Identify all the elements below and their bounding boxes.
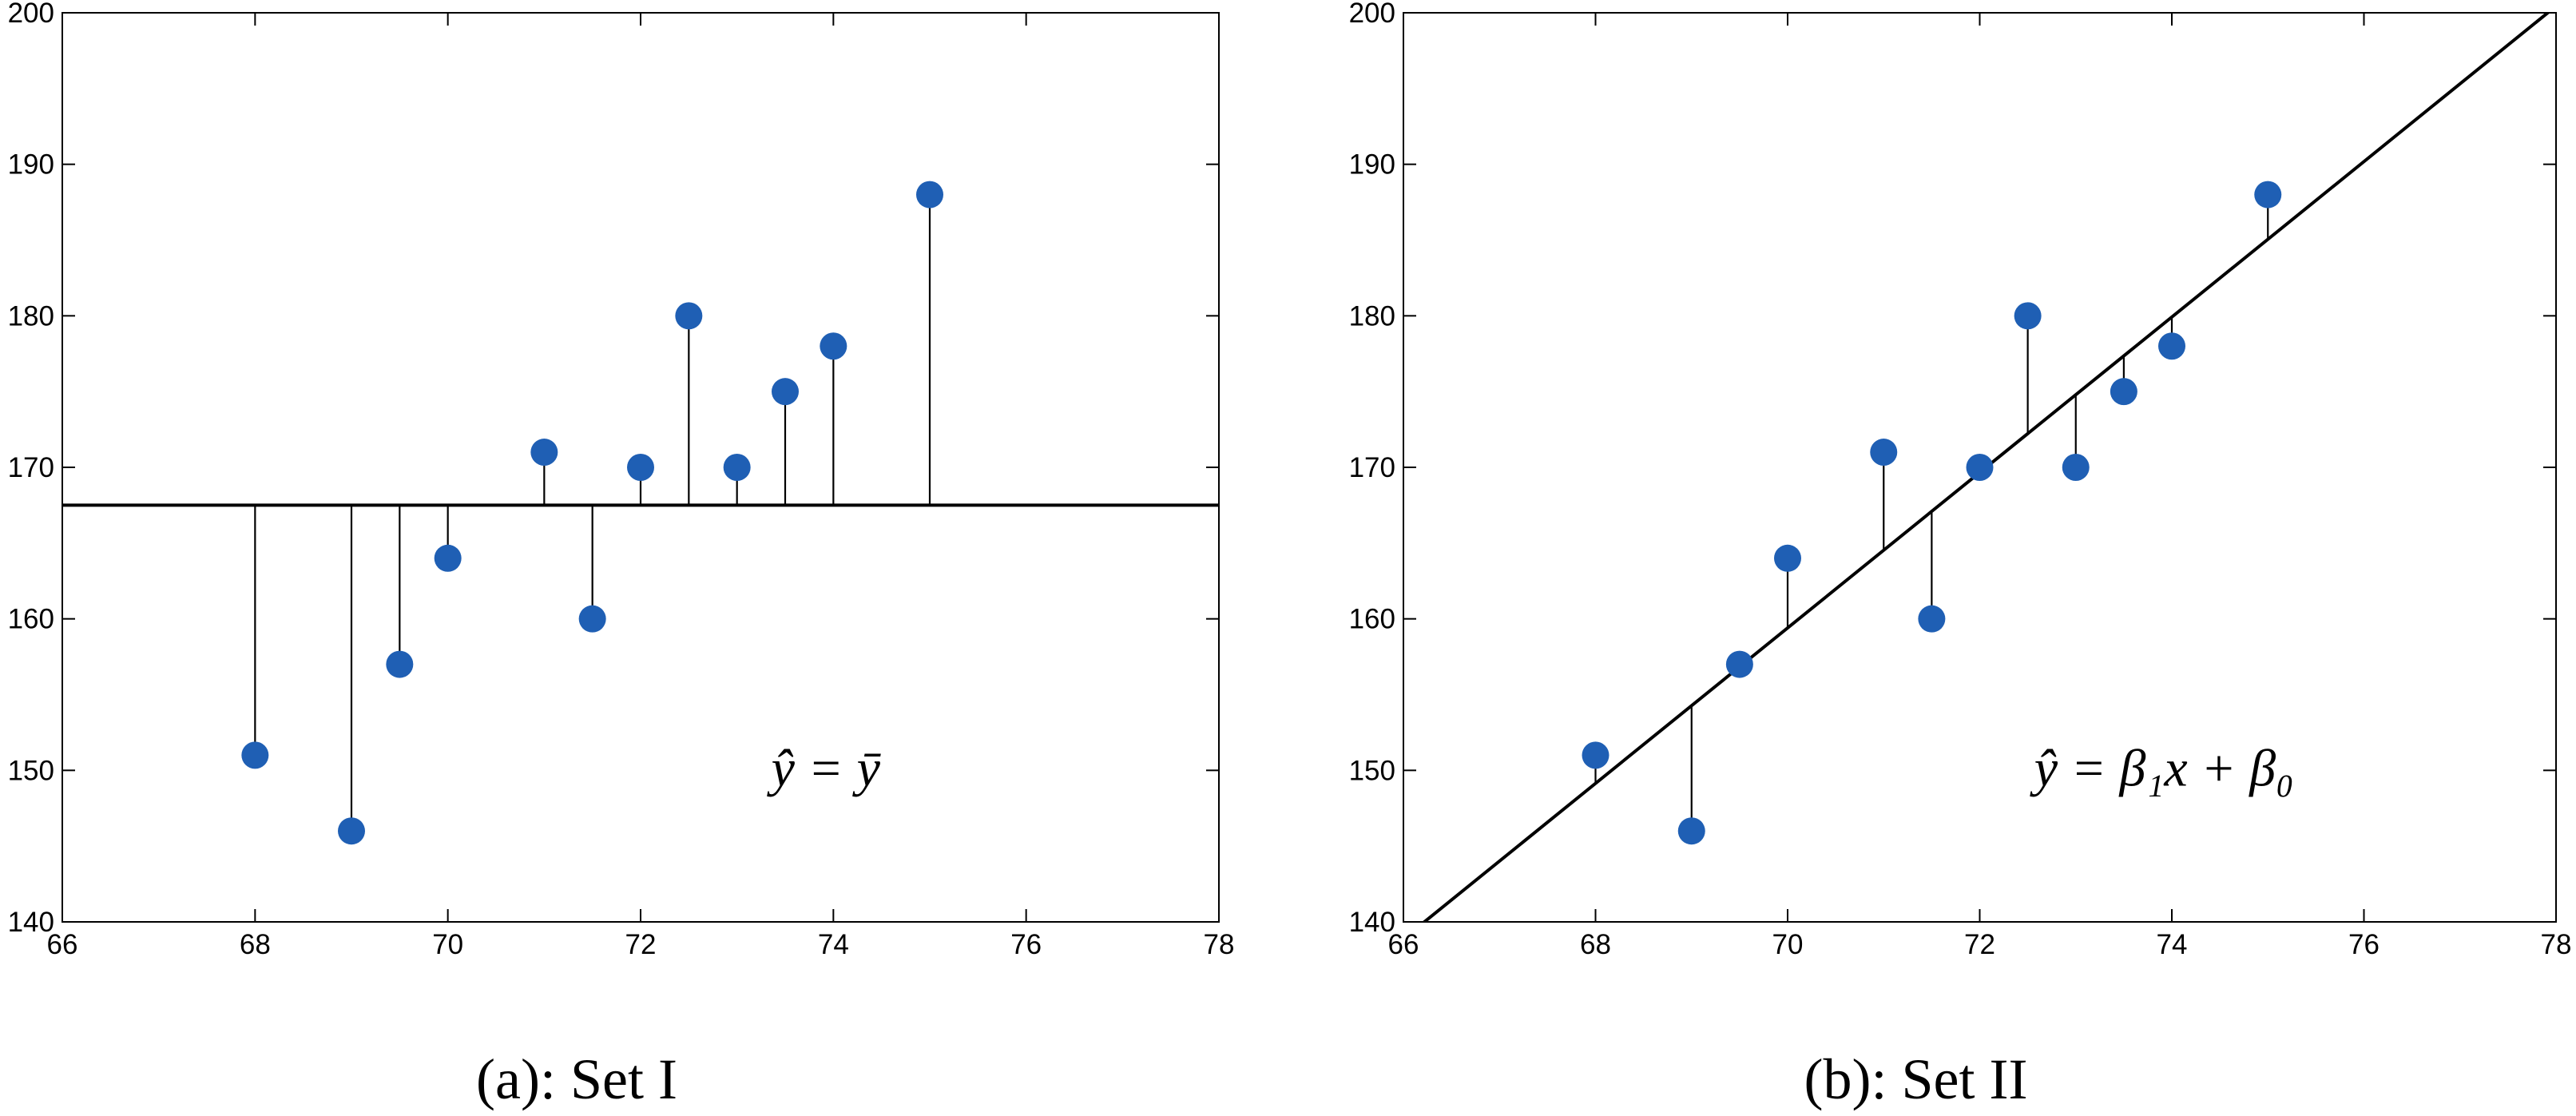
- point: [1966, 454, 1994, 481]
- point: [1870, 439, 1898, 467]
- point: [627, 454, 654, 481]
- x-tick-label: 66: [47, 929, 78, 960]
- x-tick-label: 74: [2157, 929, 2188, 960]
- x-tick-label: 72: [625, 929, 657, 960]
- y-tick-label: 170: [1349, 452, 1395, 483]
- y-tick-label: 140: [8, 907, 54, 938]
- point: [434, 544, 462, 572]
- point: [1725, 650, 1753, 678]
- x-tick-label: 76: [1010, 929, 1042, 960]
- x-tick-label: 76: [2348, 929, 2380, 960]
- x-tick-label: 74: [818, 929, 849, 960]
- point: [1582, 741, 1610, 769]
- point: [2254, 181, 2282, 209]
- point: [578, 605, 606, 633]
- point: [386, 650, 414, 678]
- y-tick-label: 200: [1349, 0, 1395, 29]
- point: [1677, 817, 1705, 845]
- y-tick-label: 190: [8, 149, 54, 181]
- caption: (b): Set II: [1804, 1047, 2028, 1111]
- chart: 66 68 70 72 74 76 78 140 150 160 170 180 190 200 ŷ = ȳ…: [8, 0, 1235, 1111]
- x-tick-label: 70: [432, 929, 463, 960]
- point: [2158, 332, 2185, 360]
- x-tick-label: 68: [240, 929, 271, 960]
- y-tick-label: 150: [8, 755, 54, 786]
- point: [241, 741, 269, 769]
- x-tick-label: 72: [1964, 929, 1995, 960]
- point: [772, 378, 799, 406]
- annotation: ŷ = β₁x + β₀: [2030, 739, 2294, 797]
- point: [1918, 605, 1946, 633]
- y-tick-label: 160: [1349, 604, 1395, 635]
- point: [530, 439, 558, 467]
- point: [2110, 378, 2137, 406]
- x-tick-label: 66: [1388, 929, 1419, 960]
- point: [916, 181, 943, 209]
- x-tick-label: 78: [2541, 929, 2572, 960]
- x-tick-label: 78: [1204, 929, 1235, 960]
- y-tick-label: 180: [1349, 300, 1395, 332]
- caption: (a): Set I: [476, 1047, 677, 1111]
- y-tick-label: 170: [8, 452, 54, 483]
- point: [2062, 454, 2090, 481]
- point: [675, 302, 703, 330]
- chart: 66 68 70 72 74 76 78 140 150 160 170 180 190 200 ŷ = β…: [1349, 0, 2572, 1111]
- point: [820, 332, 847, 360]
- point: [1774, 544, 1801, 572]
- y-tick-label: 160: [8, 604, 54, 635]
- annotation: ŷ = ȳ: [767, 739, 882, 797]
- point: [338, 817, 365, 845]
- point: [2014, 302, 2042, 330]
- point: [723, 454, 751, 481]
- y-tick-label: 150: [1349, 755, 1395, 786]
- y-tick-label: 140: [1349, 907, 1395, 938]
- y-tick-label: 180: [8, 300, 54, 332]
- y-tick-label: 200: [8, 0, 54, 29]
- y-tick-label: 190: [1349, 149, 1395, 181]
- x-tick-label: 68: [1580, 929, 1611, 960]
- x-tick-label: 70: [1772, 929, 1804, 960]
